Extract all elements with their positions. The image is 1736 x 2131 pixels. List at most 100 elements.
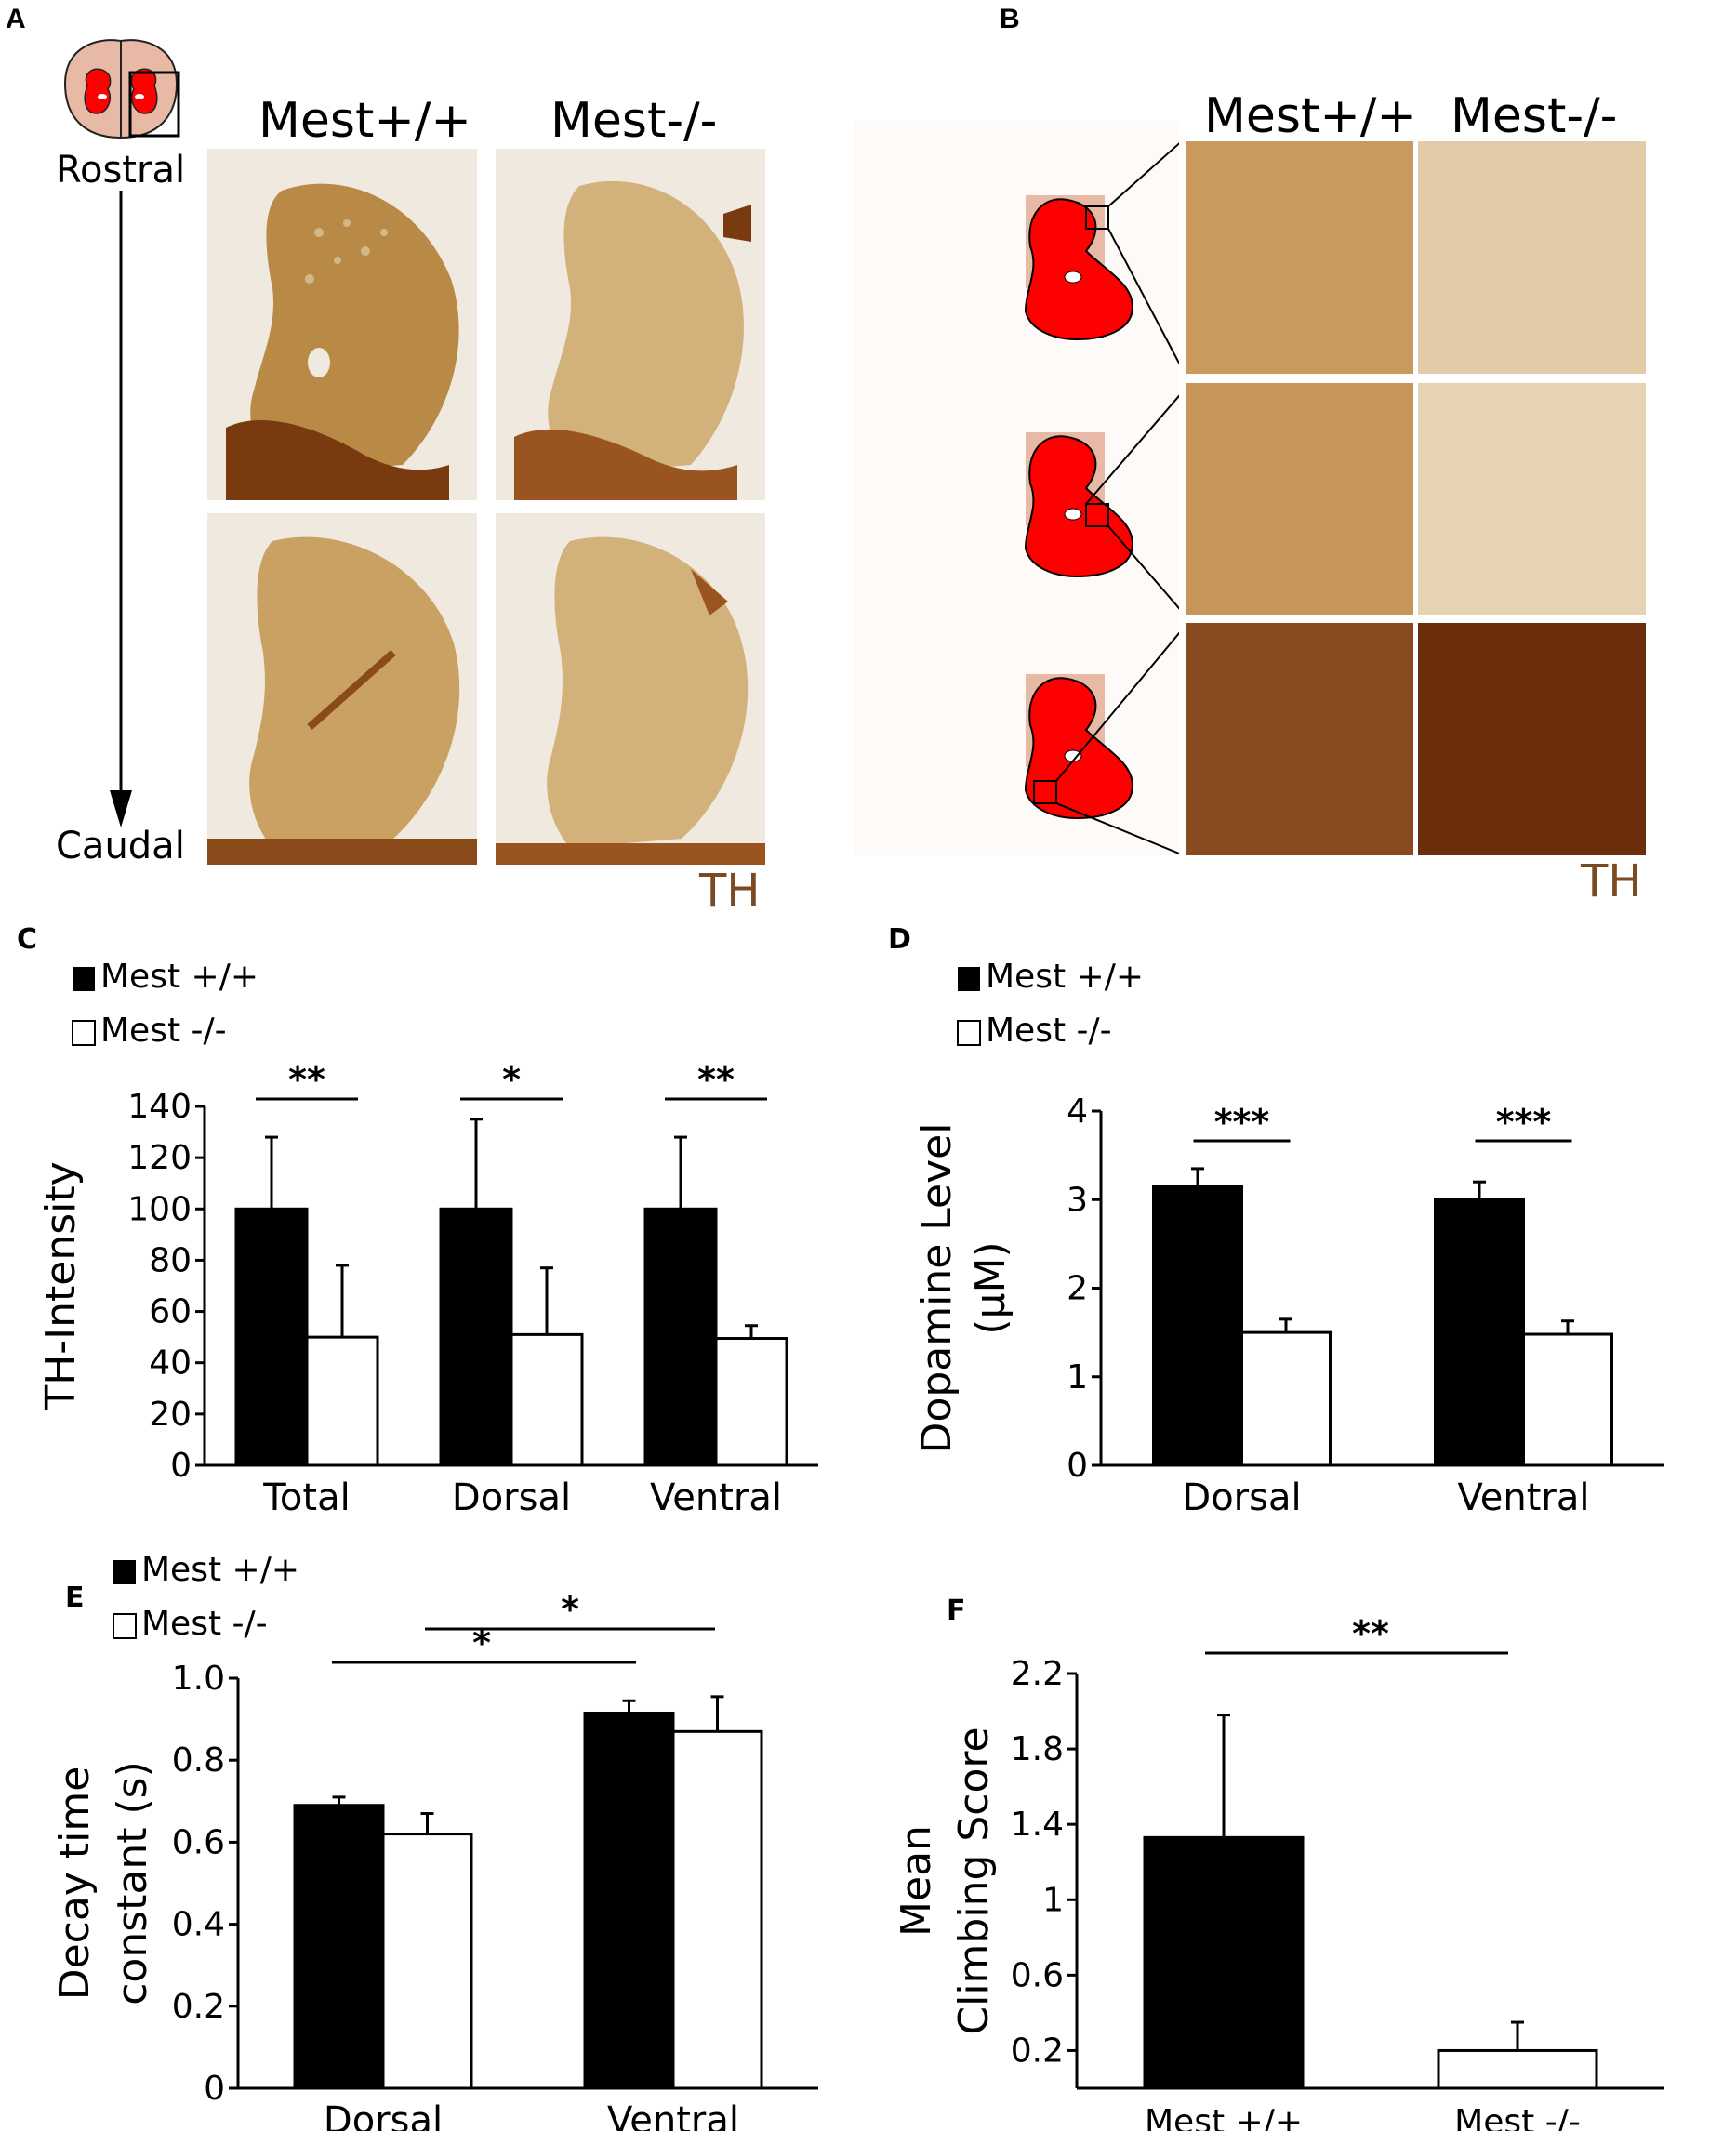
panel-a-label: A: [6, 4, 26, 34]
y-tick-label: 1: [1067, 1358, 1088, 1396]
significance-mark: ***: [1214, 1102, 1270, 1143]
bar: [1240, 1330, 1332, 1467]
bar: [439, 1207, 513, 1467]
legend-swatch-ko: [957, 1020, 981, 1046]
y-axis-label: constant (s): [109, 1761, 156, 2005]
section-image-ko-caudal: [496, 513, 765, 865]
panel-b-col-ko: Mest-/-: [1451, 88, 1618, 144]
x-tick-label: Dorsal: [452, 1476, 571, 1519]
panel-b-schematics: [854, 121, 1179, 855]
section-image-ko-rostral: [496, 149, 765, 500]
panel-b-col-wt: Mest+/+: [1204, 88, 1417, 144]
panel-f-plot: 0.2 0.6 1 1.4 1.8 2.2 Mean Climbing Score Mest +…: [893, 1613, 1664, 2131]
y-tick-label: 100: [127, 1190, 192, 1228]
y-tick-label: 2: [1067, 1270, 1088, 1308]
significance-mark: **: [1352, 1613, 1389, 1654]
y-tick-label: 120: [127, 1139, 192, 1177]
y-tick-label: 0.4: [172, 1906, 225, 1944]
panel-a-col-wt: Mest+/+: [258, 93, 471, 149]
panel-c-legend: Mest +/+ Mest -/-: [72, 958, 258, 1050]
y-tick-label: 1.0: [172, 1660, 225, 1698]
x-tick-label: Dorsal: [324, 2099, 443, 2131]
significance-mark: **: [288, 1059, 325, 1100]
y-axis-label: Climbing Score: [950, 1727, 998, 2034]
y-tick-label: 0.2: [1011, 2032, 1064, 2070]
y-tick-label: 20: [149, 1396, 192, 1434]
micrograph-wt-central: [1186, 383, 1413, 615]
panel-e-legend: Mest +/+ Mest -/-: [113, 1551, 299, 1643]
bar: [381, 1833, 473, 2090]
x-tick-label: Dorsal: [1182, 1476, 1301, 1519]
x-tick-label: Ventral: [650, 1476, 782, 1519]
panel-e-chart: E Mest +/+ Mest -/- 0 0.2 0.4 0.6 0.8 1.0 Deca…: [51, 1551, 818, 2131]
y-axis-label: (μM): [967, 1241, 1014, 1334]
x-tick-label: Mest -/-: [1454, 2103, 1581, 2131]
panel-d-plot: 0 1 2 3 4 Dopamine Level (μM) Dorsal Ventral *** *…: [913, 1092, 1664, 1519]
rostral-caudal-arrow: [110, 191, 132, 827]
micrograph-wt-ventral: [1186, 623, 1413, 855]
x-tick-label: Mest +/+: [1145, 2103, 1303, 2131]
panel-b-stain-label: TH: [1581, 855, 1642, 907]
bar: [1437, 2048, 1598, 2090]
x-tick-label: Total: [262, 1476, 350, 1519]
bar: [583, 1711, 675, 2090]
micrograph-ko-ventral: [1418, 623, 1646, 855]
bar: [293, 1804, 385, 2090]
legend-swatch-wt: [73, 967, 95, 991]
striatum-schematic-central: [1024, 394, 1179, 610]
significance-mark: *: [472, 1622, 491, 1663]
bar: [1522, 1332, 1613, 1467]
panel-a-stain-label: TH: [699, 865, 761, 917]
legend-label-wt: Mest +/+: [141, 1551, 299, 1589]
panel-b-label: B: [1000, 4, 1020, 34]
legend-label-wt: Mest +/+: [986, 958, 1144, 996]
section-image-wt-caudal: [207, 513, 477, 865]
striatum-schematic-ventral: [1024, 631, 1179, 855]
y-axis-label: Decay time: [51, 1767, 99, 2001]
legend-label-ko: Mest -/-: [986, 1012, 1112, 1050]
y-tick-label: 60: [149, 1293, 192, 1331]
panel-e-plot: 0 0.2 0.4 0.6 0.8 1.0 Decay time constant (s) Do…: [51, 1589, 818, 2131]
micrograph-ko-dorsal: [1418, 141, 1646, 374]
bar: [671, 1729, 763, 2090]
y-tick-label: 0.6: [1011, 1956, 1064, 1994]
y-tick-label: 0: [170, 1447, 192, 1485]
panel-f-label: F: [947, 1595, 966, 1627]
y-axis-label: TH-Intensity: [37, 1161, 85, 1410]
y-tick-label: 0: [204, 2070, 225, 2108]
y-tick-label: 0.8: [172, 1741, 225, 1780]
significance-mark: *: [502, 1059, 521, 1100]
panel-c-label: C: [17, 923, 37, 956]
y-tick-label: 0.6: [172, 1823, 225, 1861]
y-tick-label: 2.2: [1011, 1655, 1064, 1693]
bar: [643, 1207, 718, 1467]
significance-mark: **: [697, 1059, 735, 1100]
legend-swatch-wt: [113, 1560, 136, 1584]
legend-label-wt: Mest +/+: [100, 958, 258, 996]
y-axis-label: Mean: [893, 1825, 940, 1937]
y-tick-label: 3: [1067, 1181, 1088, 1219]
micrograph-wt-dorsal: [1186, 141, 1413, 374]
section-image-wt-rostral: [207, 149, 477, 500]
brain-coronal-schematic: [63, 39, 180, 139]
panel-c-chart: C Mest +/+ Mest -/- 0 20 40 60 80 100 120 140 TH…: [17, 923, 818, 1519]
legend-swatch-wt: [958, 967, 980, 991]
legend-swatch-ko: [72, 1020, 96, 1046]
panel-d-legend: Mest +/+ Mest -/-: [957, 958, 1144, 1050]
significance-mark: *: [561, 1589, 579, 1630]
y-tick-label: 1.8: [1011, 1730, 1064, 1768]
bar: [510, 1332, 584, 1467]
panel-a-col-ko: Mest-/-: [550, 93, 718, 149]
rostral-label: Rostral: [56, 149, 186, 192]
bar: [714, 1337, 788, 1467]
y-tick-label: 0.2: [172, 1988, 225, 2026]
panel-e-label: E: [65, 1582, 85, 1614]
panel-d-chart: D Mest +/+ Mest -/- 0 1 2 3 4 Dopamine Level(…: [888, 923, 1664, 1519]
panel-f-chart: F 0.2 0.6 1 1.4 1.8 2.2 Mean Climbing Score Mest…: [893, 1595, 1664, 2131]
x-tick-label: Ventral: [1458, 1476, 1590, 1519]
legend-label-ko: Mest -/-: [100, 1012, 227, 1050]
panel-c-plot: 0 20 40 60 80 100 120 140 TH-Intensity Total Dorsa…: [37, 1059, 818, 1519]
caudal-label: Caudal: [56, 825, 185, 867]
y-tick-label: 80: [149, 1241, 192, 1279]
micrograph-ko-central: [1418, 383, 1646, 615]
